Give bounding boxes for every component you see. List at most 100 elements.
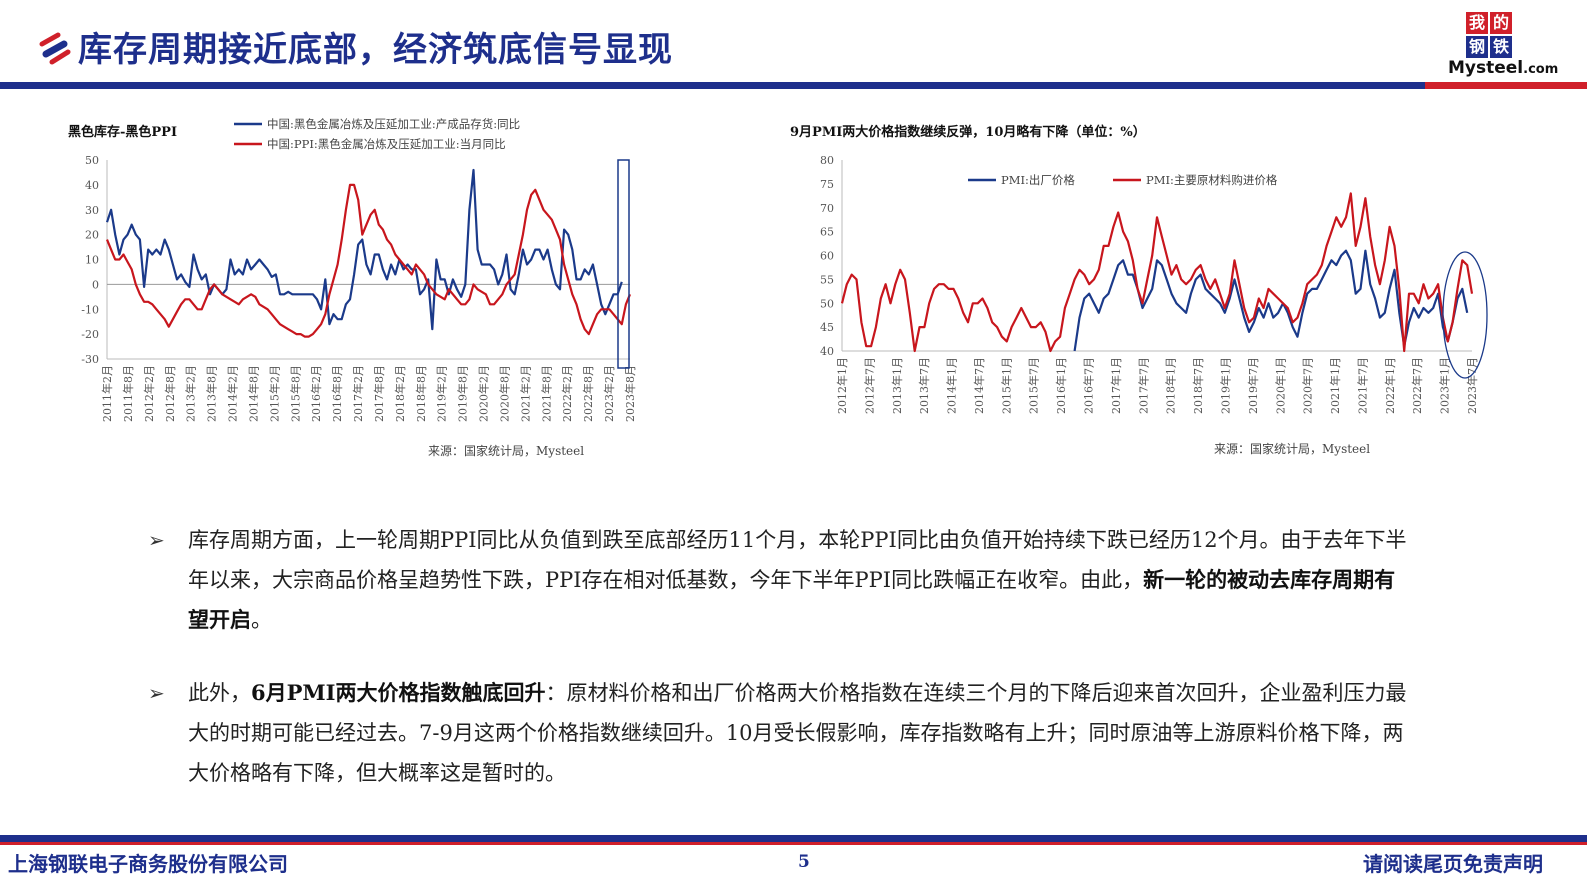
series-line-1 (105, 183, 632, 338)
y-tick-label: 80 (820, 154, 834, 167)
x-tick-label: 2018年7月 (1191, 357, 1205, 414)
header-rule-red (1425, 82, 1587, 89)
slash-logo-icon (39, 32, 71, 65)
legend-label: 中国:PPI:黑色金属冶炼及压延加工业:当月同比 (267, 137, 506, 151)
bullet-item-inventory-cycle: ➢ 库存周期方面，上一轮周期PPI同比从负值到跌至底部经历11个月，本轮PPI同… (148, 520, 1408, 640)
bullet-item-pmi: ➢ 此外，6月PMI两大价格指数触底回升：原材料价格和出厂价格两大价格指数在连续… (148, 673, 1408, 793)
footer-rule-blue (0, 835, 1587, 842)
x-tick-label: 2017年8月 (372, 365, 386, 422)
chart-pmi-prices: 9月PMI两大价格指数继续反弹，10月略有下降（单位：%） 40 45 50 55 60 6… (780, 110, 1500, 470)
x-tick-label: 2021年2月 (518, 365, 532, 422)
x-tick-label: 2021年1月 (1328, 357, 1342, 414)
y-tick-label: -20 (81, 328, 99, 341)
x-tick-label: 2020年1月 (1273, 357, 1287, 414)
x-tick-label: 2021年8月 (539, 365, 553, 422)
footer-disclaimer: 请阅读尾页免责声明 (1363, 852, 1543, 876)
x-tick-label: 2011年2月 (100, 365, 114, 422)
x-tick-label: 2020年8月 (497, 365, 511, 422)
x-tick-label: 2013年2月 (184, 365, 198, 422)
x-tick-label: 2012年8月 (163, 365, 177, 422)
chart-inventory-ppi: 黑色库存-黑色PPI -30 -20 -10 0 10 20 30 40 50 2011年2月 201… (60, 110, 660, 470)
legend-label: PMI:主要原材料购进价格 (1146, 173, 1278, 187)
highlight-ellipse (1442, 251, 1488, 379)
mysteel-logo: 我 的 钢 铁 Mysteel.com (1448, 12, 1578, 78)
x-tick-label: 2022年8月 (581, 365, 595, 422)
footer-rule-red (0, 842, 1587, 845)
x-tick-label: 2020年2月 (477, 365, 491, 422)
x-tick-label: 2022年1月 (1383, 357, 1397, 414)
chart-title: 黑色库存-黑色PPI (68, 124, 177, 140)
highlight-box (617, 159, 630, 369)
x-tick-label: 2020年7月 (1301, 357, 1315, 414)
x-tick-label: 2023年7月 (1465, 357, 1479, 414)
x-tick-label: 2023年8月 (623, 365, 637, 422)
x-tick-label: 2016年2月 (309, 365, 323, 422)
page-title: 库存周期接近底部，经济筑底信号显现 (78, 30, 673, 70)
y-tick-label: 70 (820, 202, 834, 215)
y-tick-label: 60 (820, 250, 834, 263)
chart-source: 来源：国家统计局，Mysteel (1214, 441, 1370, 456)
bullet-list: ➢ 库存周期方面，上一轮周期PPI同比从负值到跌至底部经历11个月，本轮PPI同… (148, 520, 1408, 793)
y-tick-label: 30 (85, 204, 99, 217)
x-tick-label: 2016年7月 (1082, 357, 1096, 414)
series-line-1 (840, 192, 1474, 353)
x-tick-label: 2015年1月 (999, 357, 1013, 414)
y-tick-label: 50 (85, 154, 99, 167)
bullet-arrow-icon: ➢ (148, 681, 165, 705)
page-number: 5 (798, 852, 810, 872)
x-tick-label: 2013年7月 (917, 357, 931, 414)
x-tick-label: 2019年8月 (456, 365, 470, 422)
legend-label: PMI:出厂价格 (1001, 173, 1075, 187)
x-tick-label: 2012年7月 (862, 357, 876, 414)
y-tick-label: 10 (85, 254, 99, 267)
y-tick-label: 0 (92, 278, 99, 291)
x-tick-label: 2022年2月 (560, 365, 574, 422)
series-line-0 (105, 168, 623, 331)
x-tick-label: 2017年1月 (1109, 357, 1123, 414)
x-tick-label: 2012年2月 (142, 365, 156, 422)
x-tick-label: 2015年7月 (1027, 357, 1041, 414)
x-tick-label: 2018年2月 (393, 365, 407, 422)
x-tick-label: 2023年2月 (602, 365, 616, 422)
x-tick-label: 2014年1月 (945, 357, 959, 414)
x-tick-label: 2017年7月 (1136, 357, 1150, 414)
legend-label: 中国:黑色金属冶炼及压延加工业:产成品存货:同比 (267, 117, 520, 131)
x-tick-label: 2019年1月 (1218, 357, 1232, 414)
logo-wordmark: Mysteel.com (1448, 58, 1559, 78)
chart-pmi-prices-svg: 9月PMI两大价格指数继续反弹，10月略有下降（单位：%） 40 45 50 55 60 6… (790, 124, 1488, 456)
x-tick-label: 2018年8月 (414, 365, 428, 422)
x-tick-label: 2015年8月 (288, 365, 302, 422)
x-tick-label: 2012年1月 (835, 357, 849, 414)
x-tick-label: 2018年1月 (1164, 357, 1178, 414)
x-tick-label: 2013年1月 (890, 357, 904, 414)
y-tick-label: 65 (820, 226, 834, 239)
bullet-text: 库存周期方面，上一轮周期PPI同比从负值到跌至底部经历11个月，本轮PPI同比由… (188, 528, 1407, 632)
y-tick-label: 40 (820, 345, 834, 358)
x-tick-label: 2015年2月 (267, 365, 281, 422)
header-rule-blue (0, 82, 1425, 89)
chart-source: 来源：国家统计局，Mysteel (428, 443, 584, 458)
chart-inventory-ppi-svg: 黑色库存-黑色PPI -30 -20 -10 0 10 20 30 40 50 2011年2月 201… (68, 117, 637, 458)
x-tick-label: 2016年1月 (1054, 357, 1068, 414)
x-tick-label: 2019年7月 (1246, 357, 1260, 414)
x-tick-label: 2011年8月 (121, 365, 135, 422)
y-tick-label: 50 (820, 297, 834, 310)
x-tick-label: 2016年8月 (330, 365, 344, 422)
chart-title: 9月PMI两大价格指数继续反弹，10月略有下降（单位：%） (790, 124, 1146, 140)
x-tick-label: 2014年2月 (226, 365, 240, 422)
y-tick-label: 55 (820, 273, 834, 286)
y-tick-label: -30 (81, 353, 99, 366)
y-tick-label: 45 (820, 321, 834, 334)
x-tick-label: 2019年2月 (435, 365, 449, 422)
y-tick-label: -10 (81, 303, 99, 316)
x-tick-label: 2021年7月 (1355, 357, 1369, 414)
logo-char-2: 的 (1490, 12, 1512, 34)
footer-company: 上海钢联电子商务股份有限公司 (8, 852, 288, 876)
x-tick-label: 2014年8月 (246, 365, 260, 422)
y-tick-label: 75 (820, 178, 834, 191)
logo-char-3: 钢 (1466, 36, 1488, 58)
y-tick-label: 40 (85, 179, 99, 192)
x-tick-label: 2022年7月 (1410, 357, 1424, 414)
x-tick-label: 2023年1月 (1438, 357, 1452, 414)
x-tick-label: 2014年7月 (972, 357, 986, 414)
